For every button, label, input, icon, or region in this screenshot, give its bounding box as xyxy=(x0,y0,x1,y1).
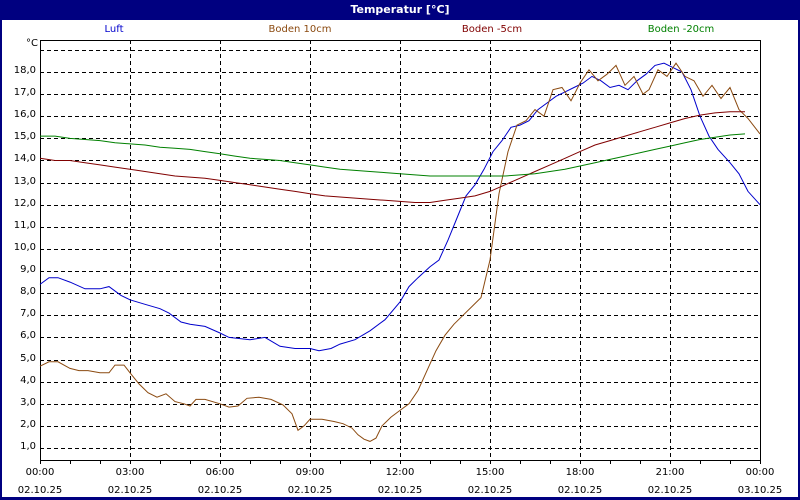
y-tick-label: 12,0 xyxy=(13,197,36,209)
y-tick-label: 8,0 xyxy=(20,286,36,298)
x-tick-label: 03:00 02.10.25 xyxy=(107,467,153,496)
x-tick-label: 18:00 02.10.25 xyxy=(557,467,603,496)
y-tick-label: 11,0 xyxy=(13,219,36,231)
y-tick-label: 7,0 xyxy=(20,308,36,320)
legend-boden-10cm: Boden 10cm xyxy=(268,24,332,35)
legend-boden-20cm: Boden -20cm xyxy=(647,24,715,35)
y-tick-label: 10,0 xyxy=(13,241,36,253)
legend-luft: Luft xyxy=(104,24,124,35)
y-axis-unit: °C xyxy=(26,38,38,49)
y-tick-label: 6,0 xyxy=(20,330,36,342)
x-tick-label: 09:00 02.10.25 xyxy=(287,467,333,496)
series-line-boden-10cm xyxy=(39,62,761,442)
y-tick-label: 4,0 xyxy=(20,374,36,386)
x-tick-label: 06:00 02.10.25 xyxy=(197,467,243,496)
y-tick-label: 18,0 xyxy=(13,65,36,76)
legend-boden-5cm: Boden -5cm xyxy=(461,24,523,35)
x-tick-label: 12:00 02.10.25 xyxy=(377,467,423,496)
series-line-boden-20cm xyxy=(40,133,746,177)
y-tick-label: 15,0 xyxy=(13,131,36,143)
x-tick-label: 15:00 02.10.25 xyxy=(467,467,513,496)
y-tick-label: 9,0 xyxy=(20,264,36,276)
x-tick-label: 00:00 02.10.25 xyxy=(17,467,63,496)
y-tick-label: 2,0 xyxy=(20,418,36,430)
y-tick-label: 14,0 xyxy=(13,153,36,165)
y-tick-label: 13,0 xyxy=(13,175,36,187)
y-tick-label: 3,0 xyxy=(20,396,36,408)
window-title: Temperatur [°C] xyxy=(0,0,800,20)
series-line-luft xyxy=(39,62,761,352)
y-tick-label: 17,0 xyxy=(13,87,36,99)
plot-frame xyxy=(40,40,761,461)
y-tick-label: 1,0 xyxy=(20,441,36,453)
x-tick-label: 21:00 02.10.25 xyxy=(647,467,693,496)
y-tick-label: 5,0 xyxy=(20,352,36,364)
series-line-boden-5cm xyxy=(39,111,745,203)
x-tick-label: 00:00 03.10.25 xyxy=(737,467,783,496)
y-tick-label: 16,0 xyxy=(13,109,36,121)
